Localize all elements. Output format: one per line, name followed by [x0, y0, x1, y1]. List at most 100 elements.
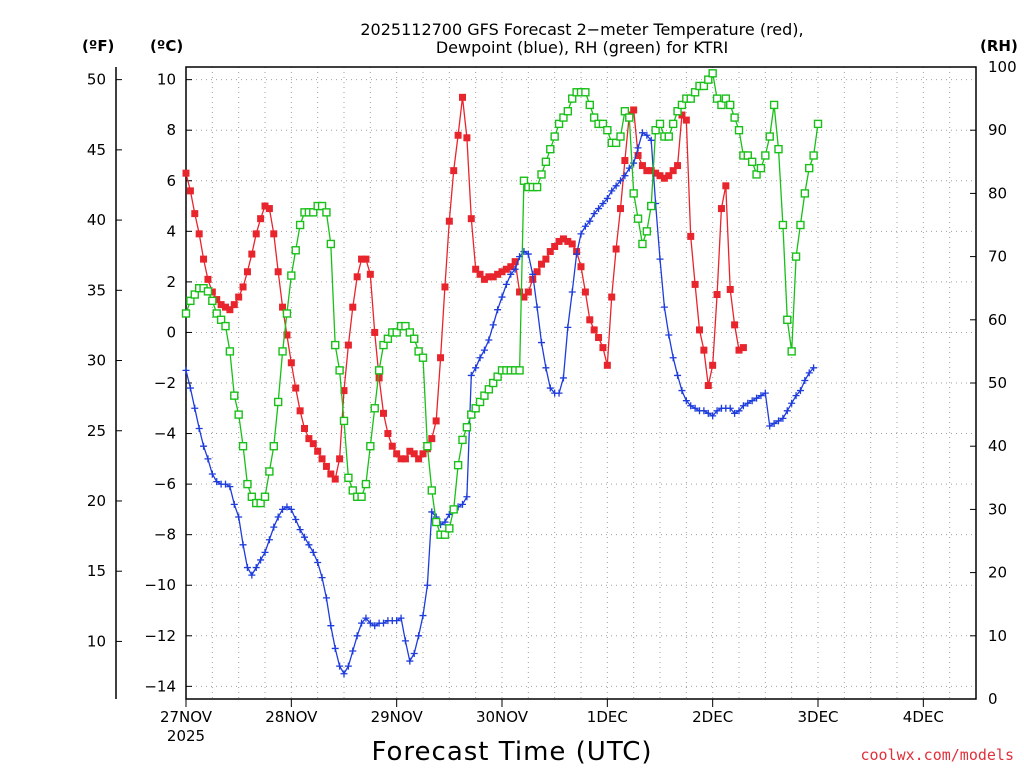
rh-tick-label: 30 [988, 500, 1007, 518]
dewpoint-point [665, 331, 673, 339]
rh-point [791, 252, 801, 261]
temperature-point [287, 359, 295, 367]
temperature-point [331, 475, 339, 483]
temperature-point [340, 387, 348, 395]
x-tick-label: 3DEC [797, 708, 838, 726]
temperature-point [274, 268, 282, 276]
dewpoint-point [283, 503, 291, 511]
dewpoint-point [248, 571, 256, 579]
dewpoint-point [327, 622, 335, 630]
rh-point [559, 113, 568, 122]
temperature-point [656, 172, 664, 180]
dewpoint-point [261, 548, 269, 556]
temperature-point [608, 293, 616, 301]
rh-point [282, 309, 292, 318]
celsius-tick-label: −12 [144, 627, 176, 645]
dewpoint-point [801, 376, 809, 384]
temperature-point [270, 230, 278, 238]
temperature-point [568, 240, 576, 248]
temperature-point [459, 93, 466, 101]
rh-point [734, 125, 744, 135]
celsius-tick-label: 0 [166, 323, 176, 341]
dewpoint-point [586, 217, 594, 225]
dewpoint-point [274, 513, 282, 521]
rh-point [783, 315, 792, 324]
axes [115, 66, 977, 707]
rh-tick-label: 20 [988, 564, 1007, 582]
dewpoint-point [608, 187, 616, 195]
temperature-point [647, 167, 655, 175]
dewpoint-point [235, 513, 243, 521]
dewpoint-point [783, 407, 791, 415]
temperature-point [261, 202, 269, 210]
rh-point [366, 442, 375, 451]
dewpoint-point [502, 280, 510, 288]
dewpoint-point [520, 248, 528, 256]
dewpoint-point [595, 205, 603, 213]
fahrenheit-tick-label: 25 [87, 422, 106, 440]
rh-point [677, 100, 687, 110]
rh-point [234, 410, 243, 419]
rh-point [756, 163, 766, 173]
rh-point [519, 176, 529, 185]
temperature-point [191, 210, 199, 218]
dewpoint-point [441, 518, 449, 526]
dewpoint-point [656, 255, 664, 263]
rh-point [405, 328, 415, 337]
x-tick-label: 4DEC [903, 708, 944, 726]
dewpoint-point [463, 493, 471, 501]
rh-point [278, 347, 287, 356]
dewpoint-point [810, 364, 818, 372]
fahrenheit-tick-label: 20 [87, 492, 106, 510]
celsius-tick-label: −4 [154, 425, 176, 443]
temperature-point [401, 455, 409, 463]
series-dewpoint [182, 129, 818, 678]
credit-text: coolwx.com/models [860, 746, 1014, 764]
rh-point [598, 119, 608, 129]
rh-point [761, 151, 770, 160]
rh-point [247, 492, 257, 501]
rh-point [616, 132, 625, 141]
series-rh [181, 69, 823, 539]
rh-point [813, 119, 823, 129]
temperature-point [717, 205, 725, 213]
unit-label-celsius: (ºC) [150, 37, 183, 55]
rh-point [796, 220, 805, 230]
temperature-point [322, 462, 330, 470]
temperature-point [195, 230, 203, 238]
dewpoint-point [796, 387, 804, 395]
temperature-point [546, 248, 554, 256]
dewpoint-point [371, 622, 379, 630]
rh-point [273, 397, 283, 407]
temperature-point [428, 435, 436, 443]
rh-point [515, 366, 524, 375]
temperature-point [432, 417, 440, 425]
rh-point [541, 157, 551, 167]
temperature-point [643, 167, 651, 175]
temperature-point [296, 407, 304, 415]
dewpoint-point [401, 637, 409, 645]
dewpoint-point [336, 662, 344, 670]
dewpoint-point [529, 270, 537, 278]
rh-point [589, 113, 599, 122]
temperature-point [445, 217, 453, 225]
temperature-point [349, 303, 357, 311]
temperature-point [362, 255, 370, 263]
dewpoint-point [318, 574, 326, 582]
rh-point [690, 88, 700, 97]
dewpoint-point [524, 250, 532, 258]
temperature-point [450, 167, 458, 175]
dewpoint-point [744, 399, 752, 407]
rh-point [208, 296, 217, 306]
dewpoint-point [621, 172, 629, 180]
dewpoint-point [766, 422, 774, 430]
rh-point [752, 170, 761, 179]
temperature-point [700, 346, 708, 354]
temperature-point [217, 301, 225, 309]
x-axis-title: Forecast Time (UTC) [371, 737, 652, 767]
dewpoint-point [805, 369, 813, 377]
rh-point [462, 423, 472, 432]
rh-point [186, 296, 195, 306]
rh-point [410, 334, 419, 343]
dewpoint-point [612, 182, 620, 190]
